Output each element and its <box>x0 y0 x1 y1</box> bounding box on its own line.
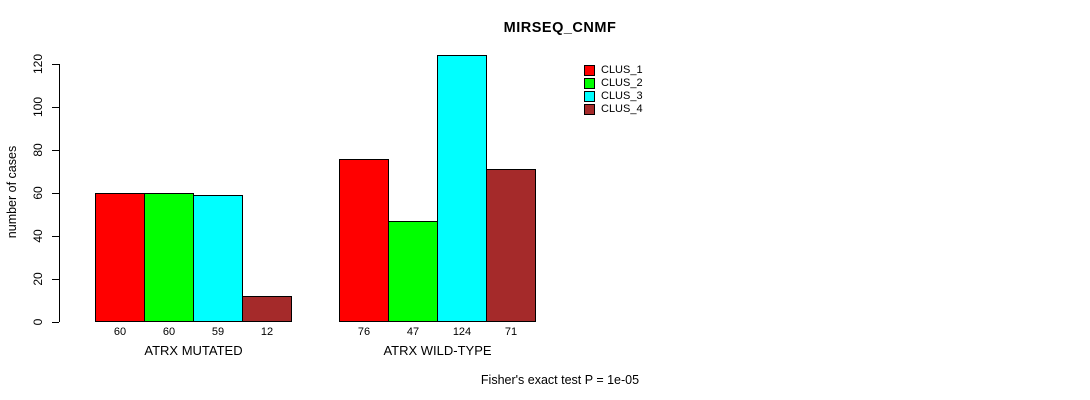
y-tick <box>52 192 59 194</box>
y-tick <box>52 235 59 237</box>
legend-swatch <box>584 78 595 89</box>
legend-item-clus_3: CLUS_3 <box>584 90 643 103</box>
legend-label: CLUS_1 <box>601 64 643 76</box>
bar-value-label: 71 <box>504 326 518 338</box>
y-tick-label: 80 <box>31 143 45 157</box>
group-label-atrx-wild-type: ATRX WILD-TYPE <box>383 343 492 358</box>
legend: CLUS_1 CLUS_2 CLUS_3 CLUS_4 <box>584 64 643 116</box>
y-tick <box>52 149 59 151</box>
legend-label: CLUS_3 <box>601 90 643 102</box>
y-tick <box>52 106 59 108</box>
bar-clus_1-group1 <box>95 193 145 322</box>
y-tick <box>52 321 59 323</box>
y-tick <box>52 63 59 65</box>
bar-clus_1-group2 <box>339 159 389 322</box>
group-label-atrx-mutated: ATRX MUTATED <box>144 343 243 358</box>
y-tick-label: 100 <box>31 96 45 118</box>
legend-swatch <box>584 104 595 115</box>
y-tick-label: 60 <box>31 186 45 200</box>
y-tick-label: 40 <box>31 229 45 243</box>
legend-item-clus_1: CLUS_1 <box>584 64 643 77</box>
bar-clus_2-group2 <box>388 221 438 322</box>
y-tick-label: 120 <box>31 53 45 75</box>
legend-label: CLUS_2 <box>601 77 643 89</box>
bar-clus_3-group2 <box>437 55 487 322</box>
y-axis-line <box>59 64 60 322</box>
bar-value-label: 60 <box>113 326 127 338</box>
legend-swatch <box>584 65 595 76</box>
legend-item-clus_4: CLUS_4 <box>584 103 643 116</box>
y-tick-label: 0 <box>31 318 45 326</box>
bar-value-label: 76 <box>357 326 371 338</box>
bar-value-label: 12 <box>260 326 274 338</box>
y-tick <box>52 278 59 280</box>
legend-item-clus_2: CLUS_2 <box>584 77 643 90</box>
bar-clus_2-group1 <box>144 193 194 322</box>
bar-value-label: 47 <box>406 326 420 338</box>
bar-value-label: 124 <box>452 326 472 338</box>
legend-label: CLUS_4 <box>601 103 643 115</box>
bar-value-label: 60 <box>162 326 176 338</box>
caption-fisher-test: Fisher's exact test P = 1e-05 <box>480 373 640 387</box>
bar-clus_3-group1 <box>193 195 243 322</box>
bar-clus_4-group1 <box>242 296 292 322</box>
bar-value-label: 59 <box>211 326 225 338</box>
chart-title: MIRSEQ_CNMF <box>503 20 617 36</box>
y-axis-label: number of cases <box>5 145 19 239</box>
bar-clus_4-group2 <box>486 169 536 322</box>
legend-swatch <box>584 91 595 102</box>
y-tick-label: 20 <box>31 272 45 286</box>
